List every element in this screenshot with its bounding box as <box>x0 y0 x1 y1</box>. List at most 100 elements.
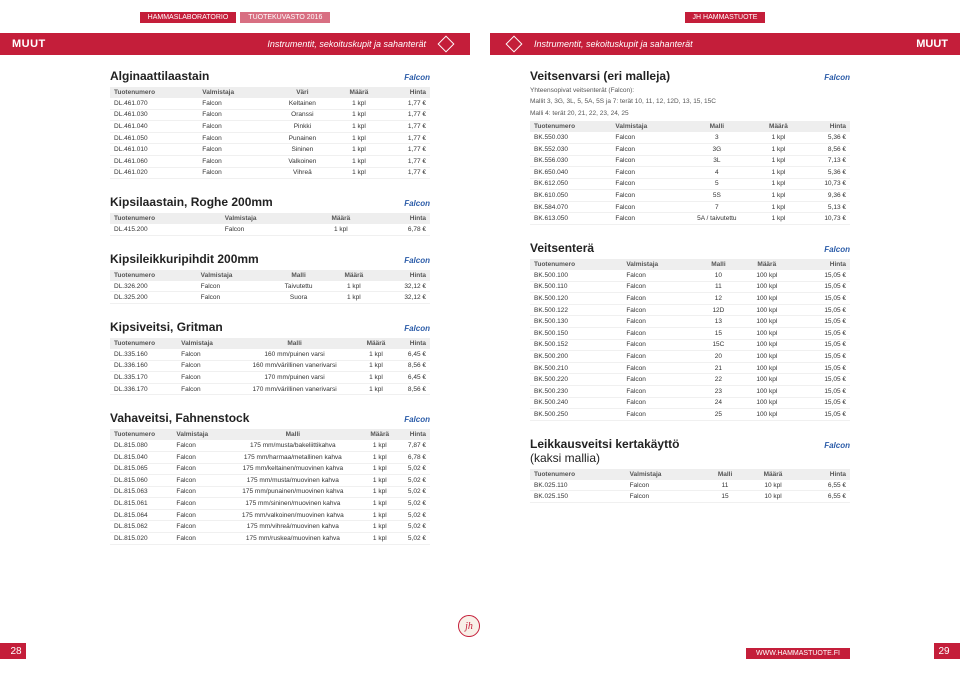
cell: DL.461.060 <box>110 155 198 167</box>
table-row: DL.461.070FalconKeltainen1 kpl1,77 € <box>110 98 430 109</box>
cell: BK.500.230 <box>530 386 622 398</box>
cell: 1,77 € <box>383 132 430 144</box>
cell: DL.415.200 <box>110 224 221 235</box>
cell: BK.500.100 <box>530 270 622 281</box>
col-header: Tuotenumero <box>530 121 611 132</box>
table-row: DL.335.160Falcon160 mm/puinen varsi1 kpl… <box>110 349 430 360</box>
cell: 25 <box>697 409 739 421</box>
header-sub: Instrumentit, sekoituskupit ja sahanterä… <box>46 39 434 49</box>
cell: Falcon <box>622 281 697 293</box>
table-row: DL.325.200FalconSuora1 kpl32,12 € <box>110 292 430 304</box>
top-tags: HAMMASLABORATORIO TUOTEKUVASTO 2016 <box>0 0 470 23</box>
section-leikkausveitsi: Leikkausveitsi kertakäyttö (kaksi mallia… <box>530 437 850 503</box>
s3-table: TuotenumeroValmistajaMalliMääräHintaDL.3… <box>110 270 430 304</box>
table-row: BK.500.240Falcon24100 kpl15,05 € <box>530 397 850 409</box>
s5-table: TuotenumeroValmistajaMalliMääräHintaDL.8… <box>110 429 430 544</box>
cell: 7,87 € <box>397 440 430 451</box>
cell: 175 mm/ruskea/muovinen kahva <box>223 533 363 545</box>
cell: 1 kpl <box>358 372 395 384</box>
header-sub-r: Instrumentit, sekoituskupit ja sahanterä… <box>526 39 916 49</box>
cell: 1 kpl <box>756 213 800 225</box>
cell: 11 <box>703 480 747 491</box>
col-header: Määrä <box>311 213 372 224</box>
cell: 1 kpl <box>335 144 383 156</box>
table-row: DL.815.063Falcon175 mm/punainen/muovinen… <box>110 486 430 498</box>
cell: Falcon <box>177 383 231 395</box>
cell: 1 kpl <box>358 360 395 372</box>
cell: 175 mm/musta/muovinen kahva <box>223 475 363 487</box>
cell: 160 mm/värillinen vanerivarsi <box>232 360 358 372</box>
brand-logo: Falcon <box>404 415 430 424</box>
table-row: DL.815.080Falcon175 mm/musta/bakeliittik… <box>110 440 430 451</box>
cell: Falcon <box>622 409 697 421</box>
cell: DL.336.160 <box>110 360 177 372</box>
brand-logo: Falcon <box>404 256 430 265</box>
cell: 8,56 € <box>394 383 430 395</box>
cell: 15,05 € <box>794 293 850 305</box>
cell: 175 mm/punainen/muovinen kahva <box>223 486 363 498</box>
col-header: Malli <box>223 429 363 440</box>
cell: 15,05 € <box>794 281 850 293</box>
section-kipsilaastain: Kipsilaastain, Roghe 200mm Falcon Tuoten… <box>110 195 430 236</box>
cell: 4 <box>678 167 757 179</box>
cell: 100 kpl <box>740 328 795 340</box>
s2-title: Kipsilaastain, Roghe 200mm <box>110 195 273 209</box>
section-kipsiveitsi: Kipsiveitsi, Gritman Falcon TuotenumeroV… <box>110 320 430 395</box>
table-row: BK.025.150Falcon1510 kpl6,55 € <box>530 491 850 503</box>
cell: 5,02 € <box>397 509 430 521</box>
col-header: Väri <box>270 87 335 98</box>
cell: 5,13 € <box>801 201 850 213</box>
cell: 100 kpl <box>740 409 795 421</box>
cell: 6,55 € <box>799 480 850 491</box>
table-row: DL.326.200FalconTaivutettu1 kpl32,12 € <box>110 281 430 292</box>
cell: 100 kpl <box>740 339 795 351</box>
cell: 10,73 € <box>801 178 850 190</box>
cell: 100 kpl <box>740 397 795 409</box>
cell: 1,77 € <box>383 121 430 133</box>
left-content: Alginaattilaastain Falcon TuotenumeroVal… <box>0 55 470 551</box>
cell: 1 kpl <box>358 383 395 395</box>
cell: 1 kpl <box>358 349 395 360</box>
s4-title: Kipsiveitsi, Gritman <box>110 320 223 334</box>
table-row: DL.461.050FalconPunainen1 kpl1,77 € <box>110 132 430 144</box>
cell: BK.500.110 <box>530 281 622 293</box>
col-header: Määrä <box>330 270 377 281</box>
cell: DL.325.200 <box>110 292 197 304</box>
cell: Sininen <box>270 144 335 156</box>
cell: DL.461.020 <box>110 167 198 179</box>
s4-table: TuotenumeroValmistajaMalliMääräHintaDL.3… <box>110 338 430 395</box>
r3-title2: (kaksi mallia) <box>530 451 679 465</box>
cell: 7,13 € <box>801 155 850 167</box>
brand-logo: Falcon <box>824 441 850 450</box>
cell: 1 kpl <box>363 509 397 521</box>
cell: Falcon <box>172 463 223 475</box>
tag-lab: HAMMASLABORATORIO <box>140 12 237 23</box>
table-row: BK.584.070Falcon71 kpl5,13 € <box>530 201 850 213</box>
table-row: BK.612.050Falcon51 kpl10,73 € <box>530 178 850 190</box>
cell: 15,05 € <box>794 270 850 281</box>
r3-table: TuotenumeroValmistajaMalliMääräHintaBK.0… <box>530 469 850 503</box>
jh-badge: jh <box>458 615 480 637</box>
cell: 6,45 € <box>394 372 430 384</box>
cell: BK.613.050 <box>530 213 611 225</box>
cell: 1 kpl <box>756 201 800 213</box>
cell: 7 <box>678 201 757 213</box>
table-row: BK.500.122Falcon12D100 kpl15,05 € <box>530 304 850 316</box>
cell: Falcon <box>611 178 677 190</box>
cell: BK.500.210 <box>530 362 622 374</box>
cell: Falcon <box>221 224 311 235</box>
s1-table: TuotenumeroValmistajaVäriMääräHintaDL.46… <box>110 87 430 179</box>
page-number-right: 29 <box>934 643 960 659</box>
cell: 1 kpl <box>335 109 383 121</box>
table-row: BK.500.200Falcon20100 kpl15,05 € <box>530 351 850 363</box>
cell: Falcon <box>172 451 223 463</box>
cell: 10,73 € <box>801 213 850 225</box>
section-veitsenvarsi: Veitsenvarsi (eri malleja) Falcon Yhteen… <box>530 69 850 225</box>
cell: Valkoinen <box>270 155 335 167</box>
cell: 1 kpl <box>756 132 800 143</box>
table-row: BK.552.030Falcon3G1 kpl8,56 € <box>530 143 850 155</box>
cell: 1 kpl <box>330 281 377 292</box>
cell: DL.815.040 <box>110 451 172 463</box>
cell: 175 mm/harmaa/metallinen kahva <box>223 451 363 463</box>
cell: 1,77 € <box>383 109 430 121</box>
